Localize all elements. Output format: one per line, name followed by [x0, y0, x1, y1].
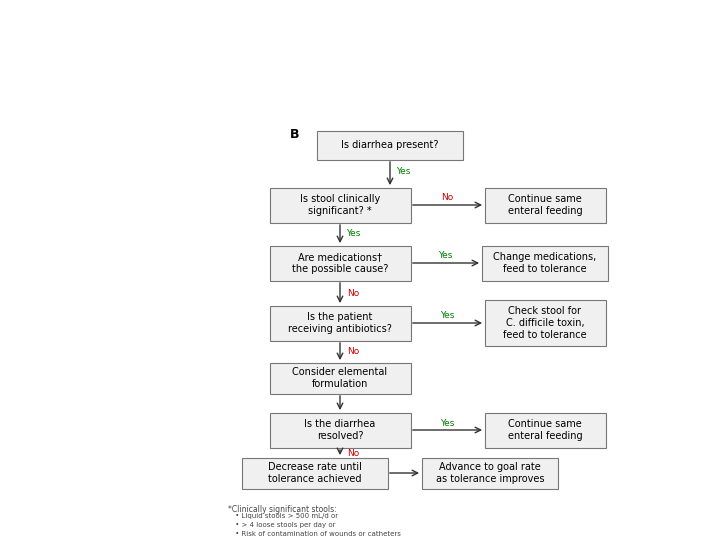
Text: • > 4 loose stools per day or: • > 4 loose stools per day or — [233, 522, 336, 528]
Text: Is diarrhea present?: Is diarrhea present? — [341, 140, 438, 150]
Text: Is stool clinically
significant? *: Is stool clinically significant? * — [300, 194, 380, 216]
FancyBboxPatch shape — [269, 246, 410, 280]
Text: Yes: Yes — [396, 167, 410, 177]
Text: Multicentre,cluster-randomized clinical trial of
algorithms for critical-care en: Multicentre,cluster-randomized clinical … — [14, 10, 588, 85]
FancyBboxPatch shape — [242, 457, 388, 489]
Text: B: B — [290, 129, 300, 141]
Text: No: No — [441, 193, 453, 202]
Text: Is the diarrhea
resolved?: Is the diarrhea resolved? — [305, 419, 376, 441]
Text: • Risk of contamination of wounds or catheters: • Risk of contamination of wounds or cat… — [233, 531, 401, 537]
FancyBboxPatch shape — [485, 300, 606, 346]
Text: Yes: Yes — [440, 418, 454, 428]
FancyBboxPatch shape — [269, 413, 410, 448]
FancyBboxPatch shape — [422, 457, 558, 489]
Text: Continue same
enteral feeding: Continue same enteral feeding — [508, 194, 582, 216]
FancyBboxPatch shape — [482, 246, 608, 280]
Text: Yes: Yes — [438, 252, 452, 260]
Text: Advance to goal rate
as tolerance improves: Advance to goal rate as tolerance improv… — [436, 462, 544, 484]
Text: Are medications†
the possible cause?: Are medications† the possible cause? — [292, 252, 388, 274]
Text: Yes: Yes — [440, 312, 454, 321]
Text: • Liquid stools > 500 mL/d or: • Liquid stools > 500 mL/d or — [233, 513, 338, 519]
FancyBboxPatch shape — [485, 413, 606, 448]
Text: *Clinically significant stools:: *Clinically significant stools: — [228, 505, 337, 514]
FancyBboxPatch shape — [317, 131, 463, 159]
Text: Decrease rate until
tolerance achieved: Decrease rate until tolerance achieved — [268, 462, 362, 484]
Text: No: No — [347, 348, 359, 356]
Text: Check stool for
C. difficile toxin,
feed to tolerance: Check stool for C. difficile toxin, feed… — [503, 306, 587, 340]
Text: Yes: Yes — [346, 230, 360, 239]
FancyBboxPatch shape — [485, 187, 606, 222]
FancyBboxPatch shape — [269, 187, 410, 222]
Text: No: No — [347, 449, 359, 457]
Text: Continue same
enteral feeding: Continue same enteral feeding — [508, 419, 582, 441]
Text: Change medications,
feed to tolerance: Change medications, feed to tolerance — [493, 252, 597, 274]
FancyBboxPatch shape — [269, 362, 410, 394]
Text: Is the patient
receiving antibiotics?: Is the patient receiving antibiotics? — [288, 312, 392, 334]
Text: No: No — [347, 288, 359, 298]
FancyBboxPatch shape — [269, 306, 410, 341]
Text: Consider elemental
formulation: Consider elemental formulation — [292, 367, 387, 389]
